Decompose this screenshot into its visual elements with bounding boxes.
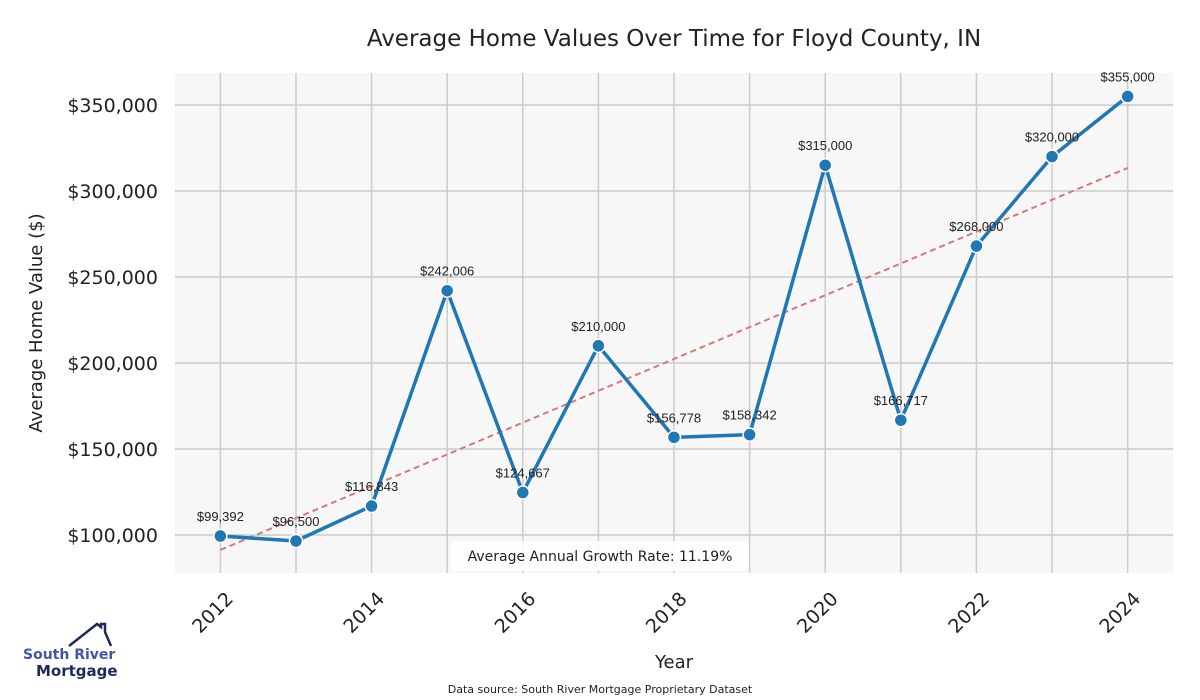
data-label: $242,006 <box>420 264 474 279</box>
y-tick-label: $300,000 <box>67 181 158 203</box>
data-point <box>742 427 757 442</box>
data-label: $210,000 <box>571 319 625 334</box>
x-tick-label: 2024 <box>1095 588 1145 638</box>
data-label: $158,342 <box>722 408 776 423</box>
house-icon <box>68 622 113 647</box>
y-tick-label: $250,000 <box>67 267 158 289</box>
data-point <box>969 238 984 254</box>
data-point <box>1120 89 1135 104</box>
logo-line2: Mortgage <box>36 662 118 680</box>
data-label: $355,000 <box>1101 69 1155 84</box>
data-label: $315,000 <box>798 138 852 153</box>
data-label: $166,717 <box>874 393 928 408</box>
data-point <box>591 338 606 354</box>
data-point <box>666 430 682 445</box>
growth-rate-box <box>451 541 749 571</box>
y-tick-label: $150,000 <box>67 439 158 461</box>
data-label: $268,000 <box>949 219 1003 234</box>
x-tick-label: 2020 <box>793 588 843 638</box>
data-label: $320,000 <box>1025 130 1079 145</box>
data-label: $96,500 <box>272 514 319 529</box>
growth-rate-annotation: Average Annual Growth Rate: 11.19% <box>468 549 733 565</box>
data-source: Data source: South River Mortgage Propri… <box>448 683 753 696</box>
data-label: $116,843 <box>345 479 398 494</box>
data-point <box>364 498 379 514</box>
data-label: $99,392 <box>197 509 244 524</box>
data-point <box>817 157 833 173</box>
y-tick-label: $350,000 <box>67 95 158 117</box>
x-tick-label: 2012 <box>188 588 238 638</box>
x-tick-label: 2016 <box>491 588 541 638</box>
logo-line1: South River <box>23 647 115 663</box>
trend-line <box>219 167 1129 551</box>
data-point <box>288 533 304 549</box>
x-tick-label: 2014 <box>339 588 389 638</box>
x-tick-label: 2018 <box>642 588 692 638</box>
data-label: $156,778 <box>647 410 701 425</box>
x-axis-label: Year <box>654 652 694 673</box>
x-tick-label: 2022 <box>944 588 994 638</box>
data-label: $124,667 <box>496 466 550 481</box>
y-axis-label: Average Home Value ($) <box>26 213 47 432</box>
chart-title: Average Home Values Over Time for Floyd … <box>367 26 981 52</box>
data-point <box>439 283 455 298</box>
data-point <box>515 485 531 500</box>
y-tick-label: $100,000 <box>67 525 158 547</box>
data-point <box>893 412 909 428</box>
y-tick-label: $200,000 <box>67 353 158 375</box>
company-logo: South River Mortgage <box>23 622 118 680</box>
data-point <box>213 528 228 544</box>
data-point <box>1044 149 1060 164</box>
